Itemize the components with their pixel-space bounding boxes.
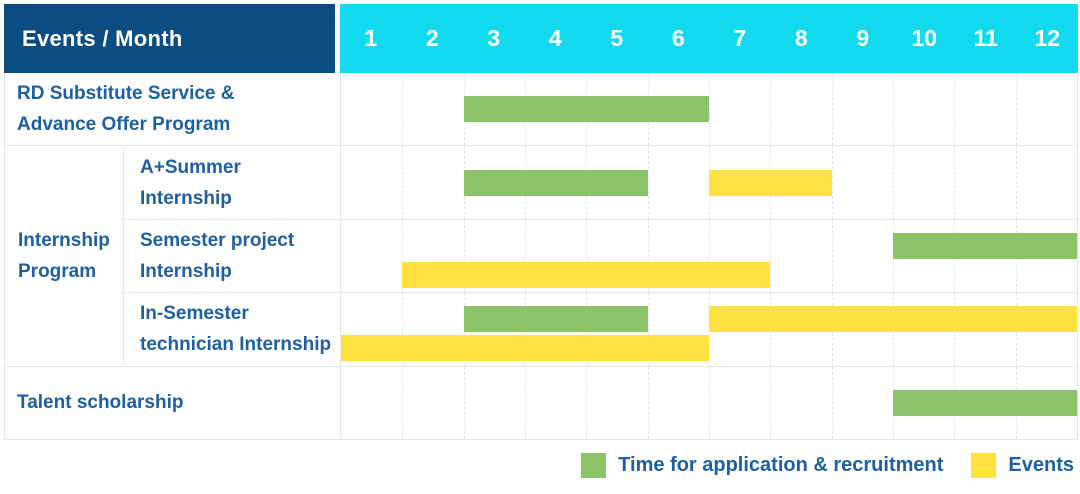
- month-gridline: [402, 219, 404, 293]
- month-gridline: [463, 366, 465, 439]
- row-label-semester-project-internship: Semester project Internship: [124, 220, 340, 294]
- month-gridline: [831, 366, 833, 439]
- events-color-swatch: [971, 453, 997, 478]
- month-gridline: [402, 366, 404, 439]
- row-label-line: Advance Offer Program: [17, 114, 231, 136]
- group-label-line: Program: [18, 260, 97, 282]
- row-label-line: Semester project: [140, 229, 295, 251]
- gantt-bar-application: [463, 306, 648, 333]
- month-gridline: [586, 219, 588, 293]
- gantt-bar-event: [402, 261, 771, 288]
- month-header-cell: 9: [856, 25, 870, 51]
- month-header-cell: 6: [671, 25, 685, 51]
- group-label-internship-program: Internship Program: [4, 146, 124, 367]
- group-label-line: Internship: [18, 229, 110, 251]
- month-gridline: [402, 146, 404, 219]
- gantt-bar-application: [463, 169, 648, 196]
- gantt-bar-application: [893, 232, 1077, 259]
- chart-row-semester-project-internship: [340, 219, 1078, 294]
- chart-row-rd-substitute: [340, 73, 1078, 147]
- row-label-line: RD Substitute Service &: [17, 83, 235, 105]
- row-label-line: Internship: [140, 187, 232, 209]
- application-color-swatch: [581, 453, 607, 478]
- month-gridline: [463, 219, 465, 293]
- month-gridline: [770, 219, 772, 293]
- month-gridline: [893, 146, 894, 219]
- month-gridline: [831, 146, 833, 219]
- month-gridline: [954, 73, 956, 146]
- row-label-a-summer-internship: A+Summer Internship: [124, 146, 340, 220]
- chart-row-in-semester-technician-internship: [340, 293, 1078, 367]
- row-label-line: technician Internship: [140, 334, 332, 356]
- chart-row-a-summer-internship: [340, 146, 1078, 220]
- table-corner-header: Events / Month: [4, 4, 335, 73]
- month-gridline: [831, 219, 833, 293]
- month-header-cell: 11: [973, 25, 998, 51]
- month-gridline: [831, 73, 833, 146]
- month-gridline: [525, 366, 526, 439]
- events-month-gantt-table: Events / Month 1 2 3 4 5 6 7 8 9 10 11 12 RD Substi…: [4, 4, 1078, 440]
- legend-events-label: Events: [1008, 454, 1074, 476]
- gantt-bar-event: [341, 335, 709, 362]
- month-header-cell: 1: [364, 25, 378, 51]
- legend: Time for application & recruitment Event…: [581, 453, 1074, 478]
- row-label-rd-substitute: RD Substitute Service & Advance Offer Pr…: [4, 73, 340, 147]
- month-header-cell: 2: [425, 25, 439, 51]
- gantt-bar-event: [709, 306, 1077, 333]
- gantt-bar-application: [463, 96, 709, 123]
- month-gridline: [647, 146, 649, 219]
- month-gridline: [893, 73, 894, 146]
- month-header-cell: 5: [610, 25, 624, 51]
- legend-application-label: Time for application & recruitment: [618, 454, 944, 476]
- month-gridline: [709, 219, 710, 293]
- month-gridline: [1015, 73, 1017, 146]
- month-gridline: [770, 73, 772, 146]
- row-label-line: In-Semester: [140, 303, 249, 325]
- month-gridline: [647, 219, 649, 293]
- row-label-talent-scholarship: Talent scholarship: [4, 366, 340, 440]
- month-gridline: [647, 366, 649, 439]
- legend-item-events: Events: [971, 453, 1074, 478]
- months-header: 1 2 3 4 5 6 7 8 9 10 11 12: [340, 4, 1078, 73]
- month-header-cell: 10: [911, 25, 938, 51]
- month-gridline: [647, 293, 649, 366]
- month-gridline: [709, 73, 710, 146]
- row-label-in-semester-technician-internship: In-Semester technician Internship: [124, 293, 340, 367]
- chart-row-talent-scholarship: [340, 366, 1078, 440]
- month-header-cell: 12: [1034, 25, 1061, 51]
- month-header-cell: 4: [548, 25, 562, 51]
- month-gridline: [525, 219, 526, 293]
- month-header-cell: 3: [487, 25, 501, 51]
- month-header-cell: 8: [794, 25, 808, 51]
- month-gridline: [770, 366, 772, 439]
- month-header-cell: 7: [733, 25, 747, 51]
- legend-item-application: Time for application & recruitment: [581, 453, 943, 478]
- month-gridline: [954, 146, 956, 219]
- month-gridline: [402, 293, 404, 366]
- corner-header-label: Events / Month: [22, 25, 183, 51]
- gantt-bar-application: [893, 389, 1077, 416]
- row-label-line: Internship: [140, 260, 232, 282]
- month-gridline: [402, 73, 404, 146]
- row-label-line: Talent scholarship: [17, 392, 184, 414]
- gantt-bar-event: [709, 169, 832, 196]
- month-gridline: [709, 366, 710, 439]
- month-gridline: [1015, 146, 1017, 219]
- row-label-line: A+Summer: [140, 156, 241, 178]
- month-gridline: [586, 366, 588, 439]
